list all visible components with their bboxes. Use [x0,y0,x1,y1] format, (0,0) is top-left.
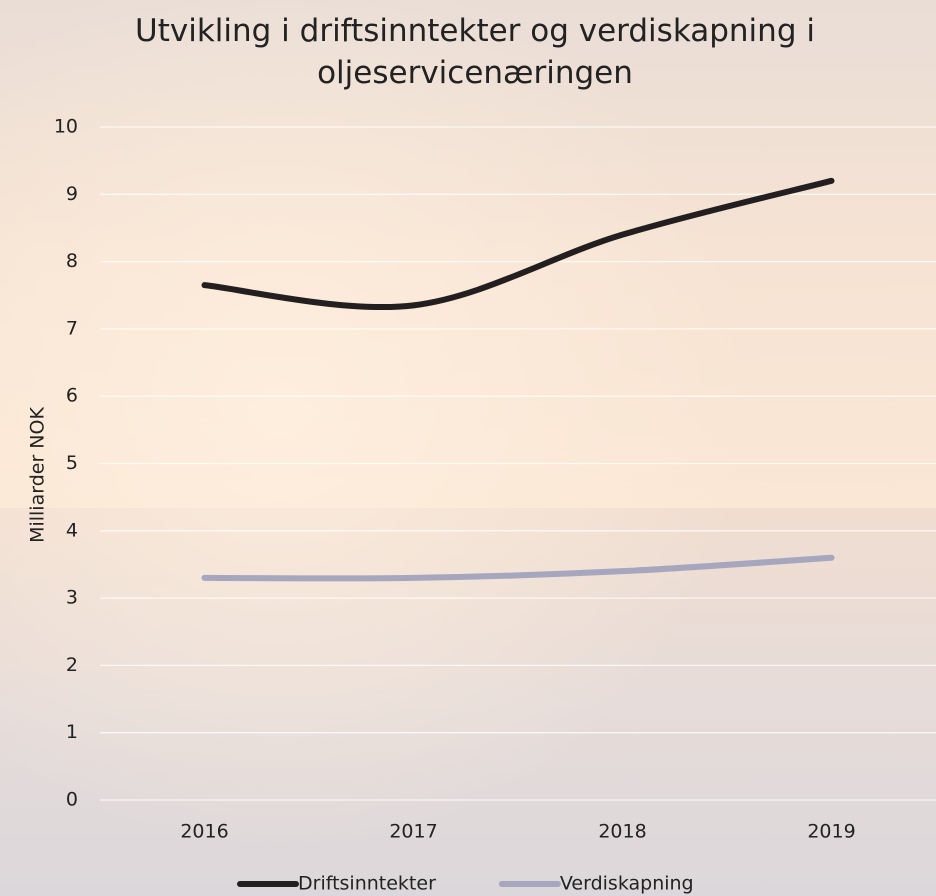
chart-title: Utvikling i driftsinntekter og verdiskap… [135,13,815,91]
y-tick-label: 10 [54,116,78,138]
y-tick-label: 6 [66,385,78,407]
y-tick-label: 0 [66,789,78,811]
x-tick-label: 2018 [598,821,646,843]
y-tick-label: 9 [66,183,78,205]
y-tick-label: 2 [66,654,78,676]
x-tick-label: 2017 [389,821,437,843]
y-tick-label: 8 [66,250,78,272]
y-tick-label: 7 [66,317,78,339]
y-axis-label: Milliarder NOK [27,407,49,543]
x-tick-label: 2019 [807,821,855,843]
y-tick-label: 5 [66,452,78,474]
y-tick-label: 1 [66,721,78,743]
x-tick-label: 2016 [180,821,228,843]
legend-label: Verdiskapning [560,873,694,895]
y-tick-label: 3 [66,587,78,609]
series-line [201,554,835,582]
series-line [201,177,835,311]
legend-label: Driftsinntekter [298,873,436,895]
y-tick-label: 4 [66,519,78,541]
